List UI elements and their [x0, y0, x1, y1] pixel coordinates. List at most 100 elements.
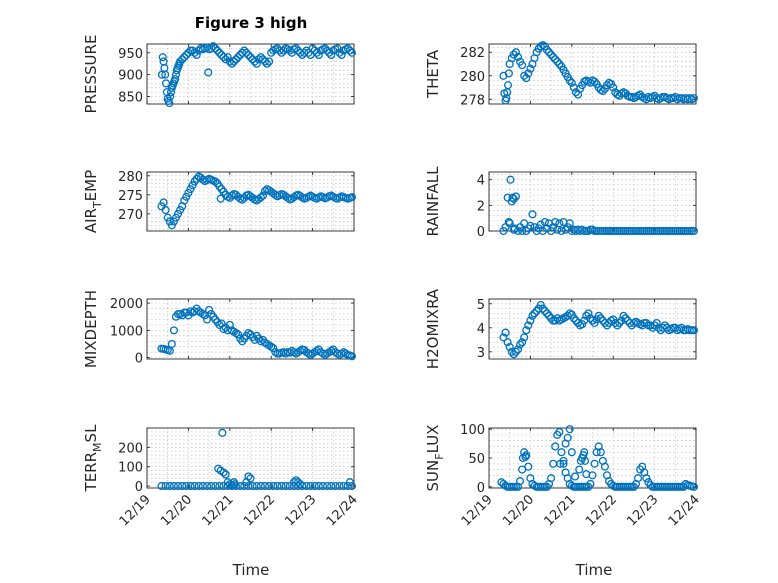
y-axis-label: PRESSURE	[82, 35, 100, 114]
data-point	[567, 78, 576, 87]
data-point	[557, 448, 566, 457]
data-point	[582, 311, 591, 320]
data-point	[547, 50, 556, 59]
data-point	[575, 465, 584, 474]
y-tick-label: 2000	[110, 297, 143, 312]
y-tick-label: 950	[118, 47, 143, 62]
data-point	[613, 321, 622, 330]
data-point	[267, 342, 276, 351]
data-point	[306, 482, 315, 491]
data-point	[215, 482, 224, 491]
data-point	[343, 482, 352, 491]
data-point	[169, 482, 178, 491]
data-point	[225, 320, 234, 329]
y-axis-label: H2OMIXRA	[424, 288, 442, 369]
data-point	[563, 433, 572, 442]
y-tick-label: 50	[468, 452, 485, 467]
data-point	[569, 314, 578, 323]
data-point	[508, 193, 517, 202]
y-axis-label: TERRMSL	[82, 424, 104, 493]
data-point	[277, 482, 286, 491]
y-axis-label-tail: SL	[82, 424, 100, 443]
data-point	[310, 482, 319, 491]
subplot-mixdepth: 0 1000 2000 MIXDEPTH	[82, 290, 356, 368]
data-point	[192, 50, 201, 59]
data-point	[522, 74, 531, 83]
data-point	[327, 50, 336, 59]
data-point	[642, 318, 651, 328]
data-point	[347, 48, 356, 57]
axes-box	[146, 171, 355, 232]
data-point	[242, 48, 251, 57]
y-tick-label: 200	[118, 441, 143, 456]
data-point	[689, 94, 698, 103]
y-tick-label: 100	[460, 423, 485, 438]
y-axis-label-main: SUN	[424, 460, 442, 492]
data-point	[506, 175, 515, 184]
y-tick-label: 4	[477, 322, 485, 337]
data-point	[584, 309, 593, 318]
data-point	[291, 44, 301, 53]
y-tick-label: 4	[477, 174, 485, 189]
data-point	[256, 193, 265, 202]
data-point	[244, 50, 253, 59]
data-point	[169, 326, 178, 335]
data-point	[277, 48, 286, 57]
data-point	[567, 448, 576, 457]
data-point	[167, 339, 176, 349]
data-point	[265, 482, 274, 491]
y-axis-label: AIRTEMP	[82, 170, 104, 233]
x-axis-label-right: Time	[575, 561, 613, 579]
data-point	[580, 448, 589, 457]
data-point	[165, 482, 174, 491]
data-point	[312, 48, 321, 57]
data-point	[538, 226, 547, 236]
data-point	[219, 53, 228, 62]
data-point	[609, 83, 618, 92]
y-axis-label: SUNFLUX	[424, 425, 446, 492]
data-point	[178, 482, 187, 491]
data-point	[238, 195, 247, 204]
data-point	[522, 326, 531, 335]
data-point	[499, 226, 508, 236]
subplot-pressure: 850 900 950 PRESSURE	[82, 35, 356, 114]
data-points	[157, 304, 356, 361]
data-point	[294, 478, 303, 487]
data-point	[198, 482, 207, 491]
data-point	[347, 193, 356, 202]
data-point	[559, 456, 568, 465]
data-point	[555, 219, 564, 228]
data-point	[229, 57, 238, 66]
data-point	[180, 53, 189, 62]
data-point	[621, 314, 630, 323]
y-tick-label: 270	[118, 208, 143, 223]
data-point	[218, 428, 227, 437]
data-point	[323, 482, 332, 491]
data-point	[565, 219, 574, 228]
subplot-h2omixra: 3 4 5 H2OMIXRA	[424, 288, 698, 369]
axes-box	[146, 298, 355, 360]
data-point	[524, 462, 533, 471]
data-point	[327, 482, 336, 491]
y-tick-label: 2	[477, 199, 485, 214]
data-point	[551, 217, 560, 227]
data-point	[231, 55, 241, 64]
data-points	[499, 41, 698, 105]
data-point	[565, 76, 574, 85]
data-point	[157, 482, 166, 491]
data-point	[182, 482, 191, 491]
data-point	[223, 53, 232, 62]
plot-area	[147, 428, 354, 488]
y-axis-label-subscript: F	[433, 453, 446, 459]
data-point	[551, 55, 560, 64]
data-point	[518, 61, 527, 70]
data-point	[221, 55, 230, 64]
data-point	[544, 48, 554, 57]
y-axis-label-main: THETA	[424, 49, 442, 99]
data-point	[660, 321, 669, 330]
data-point	[503, 338, 512, 347]
data-point	[219, 468, 228, 477]
data-point	[501, 328, 510, 337]
data-point	[178, 55, 187, 64]
data-point	[161, 482, 170, 491]
